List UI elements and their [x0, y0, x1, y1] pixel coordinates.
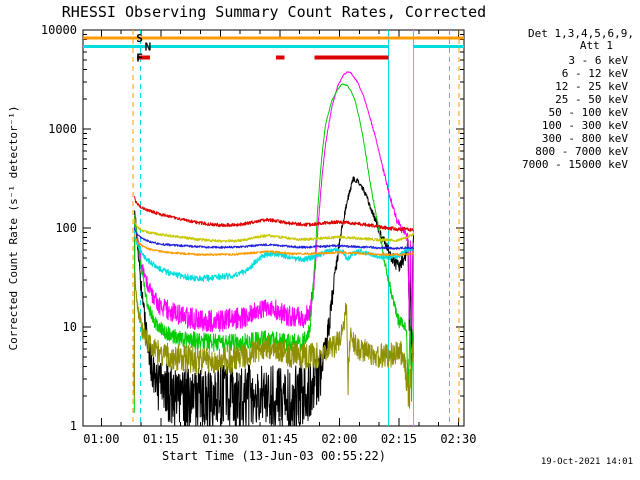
x-tick-label: 02:30 [440, 432, 476, 446]
x-tick-label: 01:00 [83, 432, 119, 446]
legend-attenuator-label: Att 1 [580, 39, 613, 52]
legend-entry: 300 - 800 keV [542, 132, 628, 145]
series-3-6-keV [133, 176, 415, 427]
series-12-25-keV [133, 83, 415, 413]
chart-title: RHESSI Observing Summary Count Rates, Co… [62, 3, 486, 21]
series-100-300-keV [133, 219, 415, 243]
legend-entry: 25 - 50 keV [555, 93, 628, 106]
legend-entry: 50 - 100 keV [549, 106, 629, 119]
x-tick-label: 01:45 [262, 432, 298, 446]
legend-entry: 6 - 12 keV [562, 67, 629, 80]
y-tick-label: 100 [55, 221, 77, 235]
orange-status-bar-label: S [136, 32, 143, 45]
x-tick-label: 02:15 [381, 432, 417, 446]
series-300-800-keV [133, 227, 415, 250]
y-tick-label: 10000 [41, 23, 77, 37]
x-tick-label: 01:30 [202, 432, 238, 446]
cyan-status-bar-label: N [145, 41, 152, 54]
legend-entry: 3 - 6 keV [568, 54, 628, 67]
legend-entry: 800 - 7000 keV [535, 145, 628, 158]
creation-timestamp: 19-Oct-2021 14:01 [541, 457, 633, 467]
y-tick-label: 10 [63, 320, 77, 334]
legend-entry: 100 - 300 keV [542, 119, 628, 132]
x-axis-label: Start Time (13-Jun-03 00:55:22) [162, 449, 386, 463]
legend-entry: 12 - 25 keV [555, 80, 628, 93]
series-800-7000-keV [133, 234, 414, 257]
series-6-12-keV [133, 71, 414, 389]
series-7000-15000-keV [133, 272, 415, 409]
flare-flag-bar-label: F [136, 51, 143, 64]
legend-detectors-label: Det 1,3,4,5,6,9, [528, 27, 634, 40]
y-tick-label: 1000 [48, 122, 77, 136]
y-axis-label: Corrected Count Rate (s⁻¹ detector⁻¹) [7, 105, 20, 350]
y-tick-label: 1 [70, 419, 77, 433]
x-tick-label: 01:15 [143, 432, 179, 446]
series-50-100-keV [133, 195, 415, 232]
plot-area: 1 10 100 1000 10000 01:00 01:15 01:30 01:45 02:00… [41, 23, 629, 446]
x-tick-label: 02:00 [321, 432, 357, 446]
legend-entry: 7000 - 15000 keV [522, 158, 628, 171]
